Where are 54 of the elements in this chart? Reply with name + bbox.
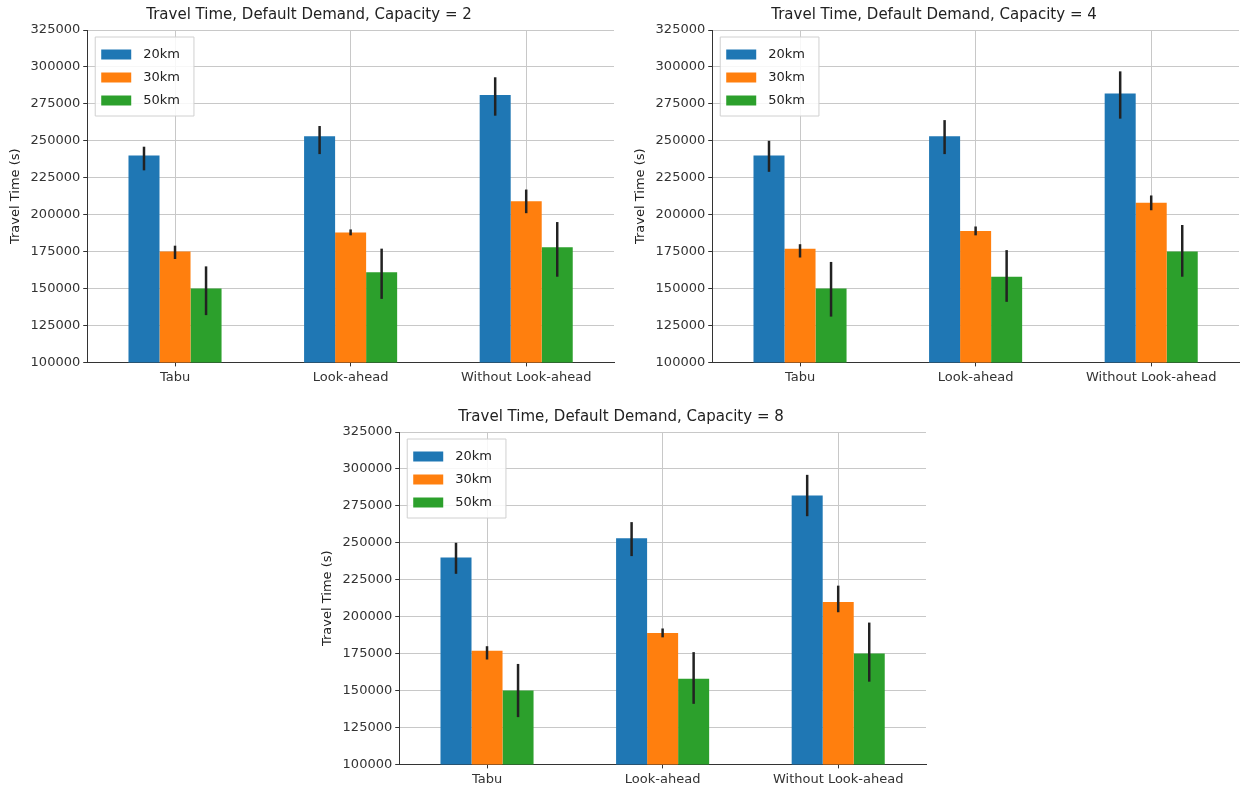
y-tick-label: 325000 <box>655 21 706 37</box>
y-tick-label: 325000 <box>342 423 393 439</box>
x-tick-label: Look-ahead <box>937 368 1014 384</box>
y-tick-label: 200000 <box>655 206 706 222</box>
y-tick-label: 275000 <box>30 95 81 111</box>
y-axis-title: Travel Time (s) <box>319 550 335 648</box>
x-tick-label: Without Look-ahead <box>460 368 592 384</box>
chart-title: Travel Time, Default Demand, Capacity = 2 <box>145 4 472 23</box>
y-tick-label: 150000 <box>342 681 393 697</box>
y-tick-label: 200000 <box>30 206 81 222</box>
y-tick-label: 250000 <box>30 132 81 148</box>
y-tick-label: 125000 <box>655 316 706 332</box>
y-tick-label: 100000 <box>655 353 706 369</box>
y-tick-label: 125000 <box>342 718 393 734</box>
x-tick-label: Tabu <box>783 368 816 384</box>
x-tick-label: Look-ahead <box>312 368 389 384</box>
y-tick-label: 225000 <box>30 169 81 185</box>
legend-label: 50km <box>143 91 180 107</box>
legend-label: 20km <box>455 447 492 463</box>
y-tick-label: 300000 <box>655 58 706 74</box>
x-tick-label: Without Look-ahead <box>772 770 904 786</box>
x-tick-label: Tabu <box>158 368 191 384</box>
y-tick-label: 100000 <box>342 755 393 771</box>
y-tick-label: 150000 <box>30 279 81 295</box>
y-axis-title: Travel Time (s) <box>7 148 23 246</box>
chart-title: Travel Time, Default Demand, Capacity = 8 <box>457 406 784 425</box>
y-tick-label: 175000 <box>30 242 81 258</box>
y-tick-label: 325000 <box>30 21 81 37</box>
y-tick-label: 150000 <box>655 279 706 295</box>
y-tick-label: 200000 <box>342 608 393 624</box>
y-tick-label: 100000 <box>30 353 81 369</box>
x-tick-label: Tabu <box>470 770 503 786</box>
y-tick-label: 300000 <box>342 460 393 476</box>
y-tick-label: 225000 <box>655 169 706 185</box>
y-tick-label: 275000 <box>342 497 393 513</box>
y-tick-label: 175000 <box>655 242 706 258</box>
legend-label: 50km <box>768 91 805 107</box>
y-tick-label: 225000 <box>342 571 393 587</box>
x-tick-label: Without Look-ahead <box>1085 368 1217 384</box>
y-tick-label: 300000 <box>30 58 81 74</box>
y-tick-label: 125000 <box>30 316 81 332</box>
legend-label: 30km <box>455 470 492 486</box>
legend-label: 50km <box>455 493 492 509</box>
x-tick-label: Look-ahead <box>624 770 701 786</box>
y-tick-label: 250000 <box>342 534 393 550</box>
chart-title: Travel Time, Default Demand, Capacity = 4 <box>770 4 1097 23</box>
y-axis-title: Travel Time (s) <box>632 148 648 246</box>
y-tick-label: 250000 <box>655 132 706 148</box>
y-tick-label: 275000 <box>655 95 706 111</box>
legend-label: 20km <box>143 45 180 61</box>
legend-label: 30km <box>143 68 180 84</box>
legend-label: 20km <box>768 45 805 61</box>
y-tick-label: 175000 <box>342 644 393 660</box>
legend-label: 30km <box>768 68 805 84</box>
